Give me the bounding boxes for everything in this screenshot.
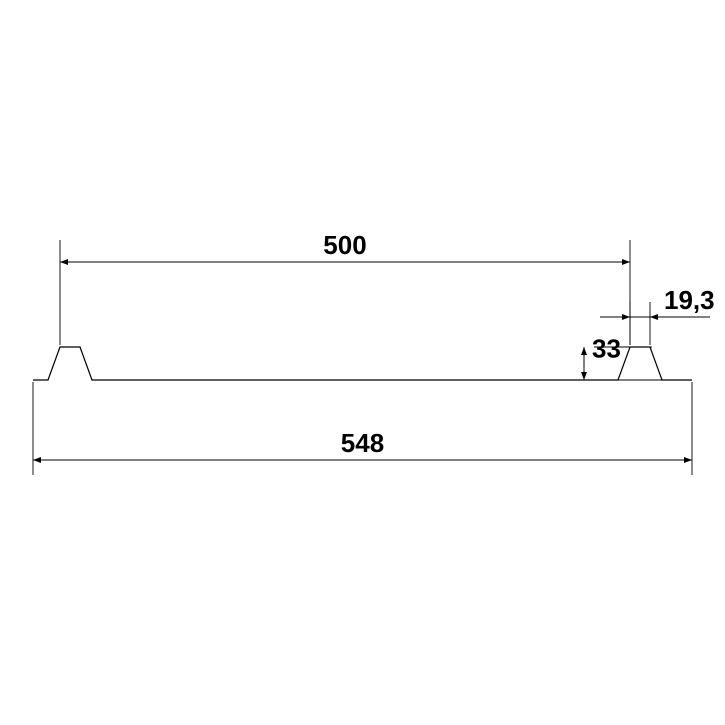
technical-drawing: 500 548 33 19,3	[0, 0, 725, 725]
dimension-label-19-3: 19,3	[664, 285, 715, 315]
dimension-label-548: 548	[341, 428, 384, 458]
dimension-label-500: 500	[323, 230, 366, 260]
dimension-label-33: 33	[592, 334, 621, 364]
